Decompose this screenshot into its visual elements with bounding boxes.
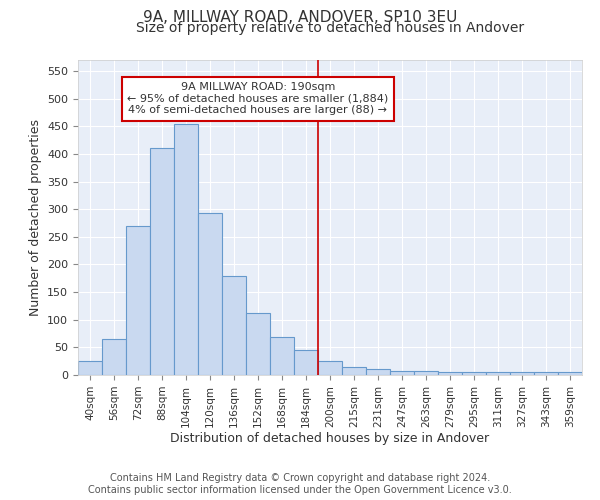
Title: Size of property relative to detached houses in Andover: Size of property relative to detached ho…: [136, 21, 524, 35]
Bar: [78, 361, 102, 375]
X-axis label: Distribution of detached houses by size in Andover: Distribution of detached houses by size …: [170, 432, 490, 446]
Bar: [246, 312, 270, 375]
Bar: [486, 372, 510, 375]
Y-axis label: Number of detached properties: Number of detached properties: [29, 119, 41, 316]
Bar: [150, 148, 174, 375]
Bar: [414, 370, 438, 375]
Bar: [438, 372, 462, 375]
Bar: [126, 226, 150, 375]
Bar: [462, 372, 486, 375]
Bar: [318, 361, 342, 375]
Text: 9A MILLWAY ROAD: 190sqm
← 95% of detached houses are smaller (1,884)
4% of semi-: 9A MILLWAY ROAD: 190sqm ← 95% of detache…: [127, 82, 389, 116]
Bar: [534, 372, 558, 375]
Bar: [342, 366, 366, 375]
Bar: [198, 213, 222, 375]
Bar: [558, 372, 582, 375]
Bar: [270, 338, 294, 375]
Bar: [294, 350, 318, 375]
Bar: [222, 276, 246, 375]
Bar: [390, 370, 414, 375]
Bar: [510, 372, 534, 375]
Text: 9A, MILLWAY ROAD, ANDOVER, SP10 3EU: 9A, MILLWAY ROAD, ANDOVER, SP10 3EU: [143, 10, 457, 25]
Bar: [174, 124, 198, 375]
Bar: [366, 370, 390, 375]
Bar: [102, 339, 126, 375]
Text: Contains HM Land Registry data © Crown copyright and database right 2024.
Contai: Contains HM Land Registry data © Crown c…: [88, 474, 512, 495]
